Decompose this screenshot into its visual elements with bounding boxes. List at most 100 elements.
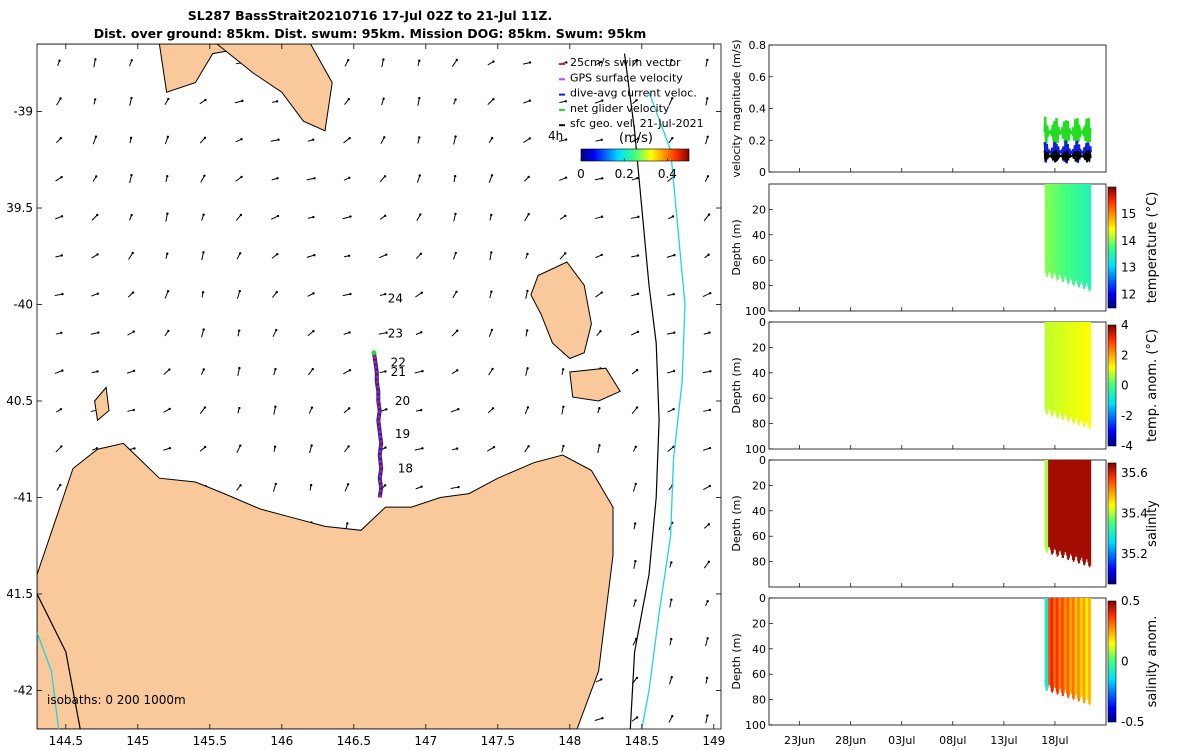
vector-arrow: [344, 98, 350, 105]
vector-arrow: [273, 367, 277, 376]
day-label: 24: [388, 292, 403, 306]
profile-cell: [1089, 460, 1092, 566]
arrow-head: [706, 58, 709, 62]
arrow-head: [706, 135, 709, 139]
arrow-head: [59, 407, 63, 411]
vector-arrow: [703, 523, 711, 529]
arrow-head: [565, 61, 568, 64]
profile-cell: [1086, 598, 1088, 698]
y-tick-label: 60: [752, 392, 766, 405]
profile-cell: [1087, 598, 1089, 700]
arrow-shaft: [93, 59, 96, 68]
map-legend: 25cm/s swim vector GPS surface velocity di…: [559, 56, 704, 130]
panel-colorbar: [1107, 324, 1117, 447]
vector-arrow: [56, 136, 63, 144]
profile-cell: [1060, 322, 1062, 414]
arrow-shaft: [561, 406, 564, 415]
vector-arrow: [703, 446, 712, 451]
arrow-shaft: [272, 483, 277, 492]
arrow-head: [347, 98, 350, 101]
vector-arrow: [631, 292, 640, 297]
arrow-shaft: [705, 136, 709, 145]
profile-cell: [1070, 184, 1072, 278]
arrow-head: [203, 445, 207, 449]
y-tick-label: -39: [13, 105, 33, 119]
arrow-head: [708, 331, 711, 334]
profile-cell: [1046, 322, 1048, 415]
arrow-head: [671, 715, 674, 718]
profile-cell: [1056, 184, 1058, 281]
vector-arrow: [669, 598, 673, 608]
vector-arrow: [704, 253, 710, 259]
profile-cell: [1051, 322, 1053, 417]
vector-arrow: [273, 405, 277, 415]
vector-arrow: [703, 484, 712, 490]
vector-arrow: [525, 289, 529, 299]
profile-cell: [1080, 184, 1082, 282]
arrow-head: [60, 215, 64, 218]
arrow-shaft: [270, 215, 279, 220]
arrow-shaft: [273, 406, 276, 415]
profile-cell: [1055, 184, 1058, 279]
vector-arrow: [558, 138, 568, 142]
profile-cell: [1061, 184, 1064, 282]
arrow-head: [202, 251, 205, 254]
arrow-head: [598, 444, 601, 447]
profile-cell: [1057, 460, 1059, 556]
profile-cell: [1055, 322, 1058, 417]
arrow-head: [383, 214, 387, 218]
arrow-head: [132, 330, 135, 333]
vector-arrow: [489, 290, 493, 299]
arrow-head: [273, 445, 277, 448]
colorbar-tick-label: 15: [1121, 207, 1136, 221]
arrow-head: [709, 291, 712, 295]
vector-arrow: [127, 330, 135, 336]
colorbar-tick-label: 0.2: [615, 167, 634, 181]
profile-cell: [1049, 460, 1052, 550]
profile-cell: [1060, 184, 1062, 276]
arrow-head: [167, 97, 170, 101]
arrow-head: [93, 98, 97, 101]
profile-cell: [1057, 184, 1059, 280]
arrow-head: [130, 96, 133, 100]
profile-cell: [1084, 598, 1087, 701]
vector-arrow: [524, 175, 530, 182]
arrow-head: [60, 175, 63, 179]
profile-cell: [1062, 598, 1064, 696]
vector-arrow: [633, 559, 637, 569]
colorbar-ticks: 0 0.2 0.4: [577, 158, 677, 181]
vector-arrow: [669, 561, 673, 568]
land-masses: [37, 44, 621, 729]
vector-arrow: [525, 252, 529, 259]
legend-label: 25cm/s swim vector: [570, 56, 681, 69]
x-tick-label: 146.5: [337, 734, 371, 748]
arrow-head: [670, 561, 673, 564]
arrow-shaft: [309, 445, 313, 454]
vector-arrow: [129, 136, 133, 144]
arrow-shaft: [163, 369, 170, 375]
vector-arrow: [488, 328, 494, 338]
profile-cell: [1067, 322, 1070, 423]
arrow-shaft: [594, 717, 603, 721]
arrow-head: [421, 369, 424, 373]
profile-cell: [1054, 322, 1056, 411]
profile-cell: [1048, 460, 1050, 548]
vector-arrow: [165, 212, 169, 222]
arrow-head: [346, 522, 349, 525]
arrow-head: [564, 214, 567, 218]
arrow-head: [60, 331, 63, 335]
arrow-shaft: [558, 139, 567, 142]
vector-arrow: [236, 484, 242, 491]
arrow-head: [385, 408, 388, 411]
profile-cell: [1074, 184, 1076, 282]
y-tick-label: 40.5: [6, 394, 33, 408]
profile-cell: [1075, 184, 1077, 280]
profile-cell: [1071, 322, 1073, 419]
arrow-head: [706, 600, 709, 603]
vector-arrow: [453, 174, 457, 183]
arrow-head: [564, 252, 567, 255]
arrow-head: [492, 60, 495, 63]
arrow-head: [312, 292, 315, 295]
y-tick-label: 40: [752, 367, 766, 380]
